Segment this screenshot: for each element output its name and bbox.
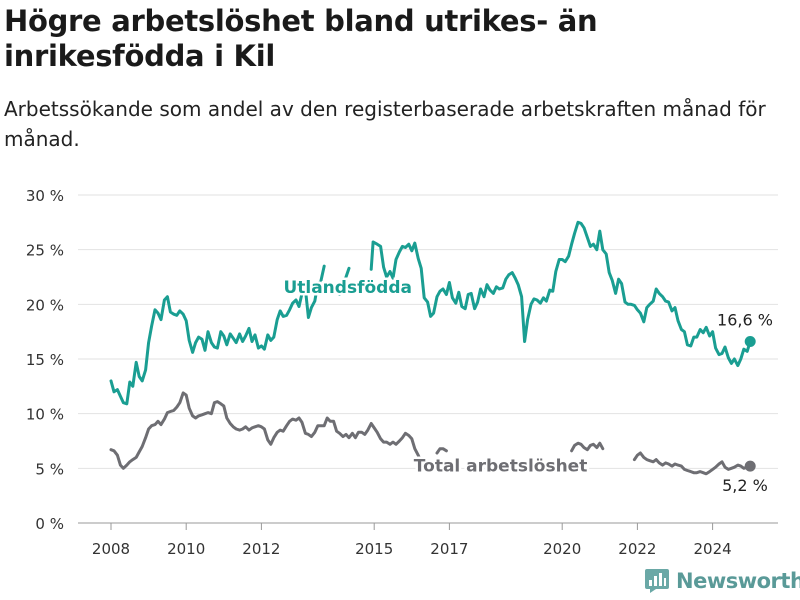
x-tick-label: 2020 (543, 540, 581, 558)
y-tick-label: 0 % (35, 515, 64, 533)
y-tick-label: 15 % (26, 351, 64, 369)
x-tick-label: 2015 (355, 540, 393, 558)
x-tick-label: 2012 (242, 540, 280, 558)
y-tick-label: 20 % (26, 296, 64, 314)
bar-chart-logo-icon (645, 569, 669, 593)
series-line-utlandsfodda (109, 220, 752, 406)
brand-name: Newsworthy (676, 569, 800, 593)
chart-subtitle: Arbetssökande som andel av den registerb… (4, 97, 766, 151)
end-value-label-utlandsfodda: 16,6 % (717, 311, 773, 330)
x-tick-label: 2010 (167, 540, 205, 558)
end-point-total (744, 460, 756, 472)
series-label-utlandsfodda: Utlandsfödda (283, 278, 412, 298)
y-axis-ticks: 0 % 5 % 10 % 15 % 20 % 25 % 30 % (26, 187, 64, 533)
series-labels: Utlandsfödda Total arbetslöshet 16,6 % 5,2 … (281, 275, 773, 495)
chart-title: Högre arbetslöshet bland utrikes- än inr… (4, 4, 598, 73)
y-tick-label: 10 % (26, 406, 64, 424)
y-tick-label: 5 % (35, 460, 64, 478)
y-tick-label: 30 % (26, 187, 64, 205)
series-lines (109, 220, 756, 476)
end-point-utlandsfodda (744, 336, 756, 348)
y-tick-label: 25 % (26, 242, 64, 260)
x-tick-label: 2017 (430, 540, 468, 558)
series-label-total: Total arbetslöshet (414, 457, 588, 477)
x-tick-label: 2024 (694, 540, 732, 558)
end-value-label-total: 5,2 % (722, 476, 768, 495)
x-tick-label: 2022 (618, 540, 656, 558)
x-axis: 2008 2010 2012 2015 2017 2020 2022 2024 (78, 522, 778, 558)
x-tick-label: 2008 (92, 540, 130, 558)
series-line-total (109, 391, 752, 476)
brand-logo: Newsworthy (644, 568, 800, 594)
